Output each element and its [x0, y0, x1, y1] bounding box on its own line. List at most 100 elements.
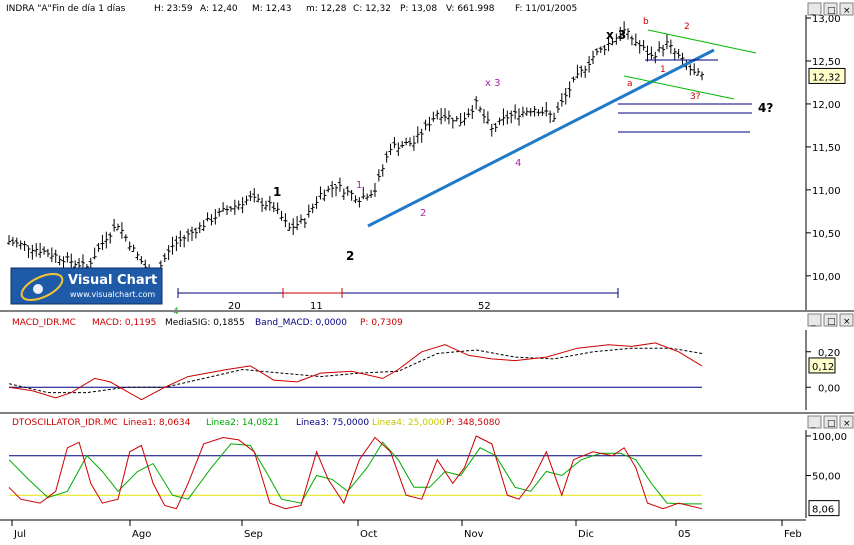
price-y-tick-label: 11,50 [812, 143, 841, 154]
maximize-button[interactable] [823, 313, 838, 327]
count-label-11: 11 [310, 301, 323, 312]
price-header-date: F: 11/01/2005 [515, 4, 577, 14]
wave-label-4-minor: 4 [515, 158, 521, 169]
close-button[interactable] [839, 313, 854, 327]
trendline-blue [367, 48, 715, 228]
min-icon: _ [810, 317, 816, 327]
price-last-value-box [808, 67, 846, 84]
price-header-high: M: 12,43 [252, 4, 291, 14]
osc-header-l3: Linea3: 75,0000 [296, 418, 369, 428]
osc-line2 [8, 441, 702, 505]
price-y-tick-label: 10,50 [812, 229, 841, 240]
price-header-volume: V: 661.998 [446, 4, 495, 14]
macd-header-p: P: 0,7309 [360, 318, 403, 328]
x-tick-label: Ago [132, 529, 151, 540]
x-tick-label: 05 [678, 529, 691, 540]
maximize-button[interactable] [823, 2, 838, 16]
wave-label-1-red: 1 [660, 65, 666, 75]
osc-header-l4: Linea4: 25,0000 [372, 418, 445, 428]
macd-last-value-box [808, 357, 836, 374]
wave-label-x3: x 3 [606, 28, 626, 42]
minimize-button[interactable] [807, 313, 822, 327]
wave-label-1: 1 [273, 185, 281, 199]
osc-line1 [8, 435, 703, 510]
oscillator-pane[interactable]: DTOSCILLATOR_IDR.MC Linea1: 8,0634 Linea… [8, 418, 847, 518]
x-axis-ticks: Jul Ago Sep Oct Nov Dic 05 Feb [11, 520, 802, 540]
price-header-peak: P: 13,08 [400, 4, 437, 14]
price-y-tick-label: 10,00 [812, 272, 841, 283]
osc-last-value: 8,06 [812, 505, 834, 516]
price-header-low: m: 12,28 [306, 4, 347, 14]
wave-label-b: b [643, 17, 649, 27]
price-y-tick-label: 13,00 [812, 14, 841, 25]
close-icon: × [843, 419, 851, 429]
wave-label-4q: 4? [758, 101, 773, 115]
price-header-open: A: 12,40 [200, 4, 238, 14]
x-tick-label: Dic [578, 529, 594, 540]
macd-y-ticks: 0,20 0,00 0,12 [806, 348, 840, 394]
price-y-ticks: 10,00 10,50 11,00 11,50 12,00 12,50 13,00 12,32 [806, 14, 846, 283]
wave-label-2: 2 [346, 249, 354, 263]
wave-label-3q: 3? [690, 92, 701, 102]
wave-label-2-red: 2 [684, 22, 690, 32]
price-last-value: 12,32 [812, 72, 841, 83]
osc-lines [8, 435, 703, 510]
osc-header-l1: Linea1: 8,0634 [123, 418, 191, 428]
price-y-tick-label: 12,50 [812, 57, 841, 68]
wave-label-1-minor: 1 [356, 180, 362, 191]
macd-y-tick-label: 0,20 [818, 348, 840, 359]
min-icon: _ [810, 6, 816, 16]
logo-name: Visual Chart [68, 273, 157, 288]
macd-header-macd: MACD: 0,1195 [92, 318, 156, 328]
wave-label-a: a [627, 79, 633, 89]
macd-header-signal: MediaSIG: 0,1855 [165, 318, 245, 328]
minimize-button[interactable] [807, 415, 822, 429]
x-tick-label: Feb [784, 529, 802, 540]
logo-globe-icon [33, 284, 43, 294]
x-tick-label: Jul [13, 529, 26, 540]
price-y-tick-label: 12,00 [812, 100, 841, 111]
x-tick-label: Nov [464, 529, 484, 540]
logo-url: www.visualchart.com [70, 290, 155, 299]
price-header-close: C: 12,32 [353, 4, 391, 14]
count-label-52: 52 [478, 301, 491, 312]
macd-header-name: MACD_IDR.MC [12, 318, 76, 328]
x-tick-label: Oct [360, 529, 377, 540]
close-button[interactable] [839, 2, 854, 16]
visualchart-logo: Visual Chart www.visualchart.com [10, 267, 163, 305]
close-button[interactable] [839, 415, 854, 429]
maximize-button[interactable] [823, 415, 838, 429]
price-header-name: INDRA "A" [6, 4, 52, 14]
price-header-period: Fin de día 1 días [52, 4, 126, 14]
price-y-tick-label: 11,00 [812, 186, 841, 197]
osc-header-l2: Linea2: 14,0821 [206, 418, 279, 428]
macd-line [8, 342, 703, 401]
macd-last-value: 0,12 [812, 362, 834, 373]
count-label-20: 20 [228, 301, 241, 312]
max-icon: □ [827, 317, 836, 327]
osc-y-ticks: 100,00 50,00 8,06 [806, 432, 847, 517]
minimize-button[interactable] [807, 2, 822, 16]
max-icon: □ [827, 419, 836, 429]
wave-label-2-minor: 2 [420, 208, 426, 219]
macd-y-tick-label: 0,00 [818, 383, 840, 394]
macd-lines [8, 342, 703, 401]
osc-y-tick-label: 100,00 [812, 432, 847, 443]
osc-last-value-box [808, 500, 840, 517]
osc-y-tick-label: 50,00 [812, 471, 841, 482]
logo-swoosh-icon [20, 273, 64, 301]
macd-pane[interactable]: MACD_IDR.MC MACD: 0,1195 MediaSIG: 0,185… [8, 318, 840, 410]
x-tick-label: Sep [244, 529, 263, 540]
channel-upper-line [647, 29, 757, 54]
osc-header-name: DTOSCILLATOR_IDR.MC [12, 418, 118, 428]
macd-header-band: Band_MACD: 0,0000 [255, 318, 347, 328]
close-icon: × [843, 6, 851, 16]
close-icon: × [843, 317, 851, 327]
wave-label-x3-minor: x 3 [485, 78, 500, 89]
price-header-hour: H: 23:59 [154, 4, 193, 14]
max-icon: □ [827, 6, 836, 16]
channel-lower-line [623, 75, 735, 100]
